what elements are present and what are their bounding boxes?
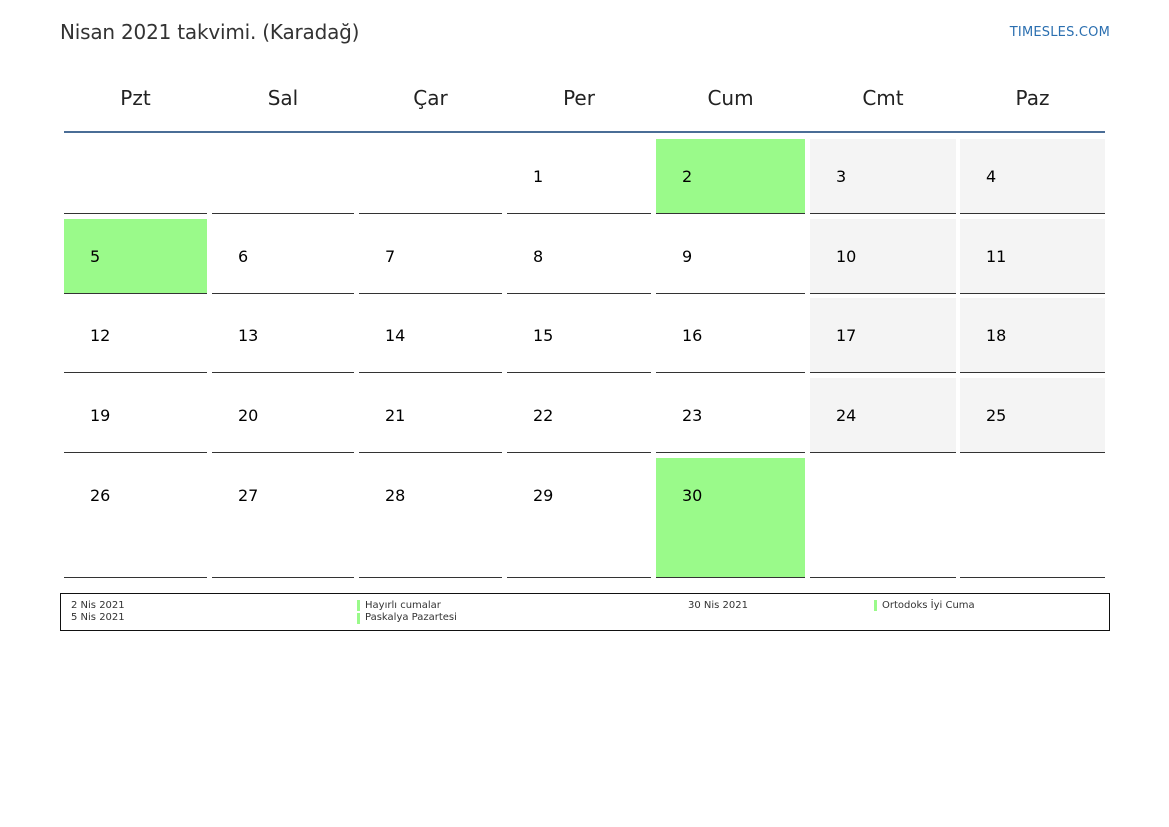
legend-holiday-name: Paskalya Pazartesi bbox=[365, 612, 457, 623]
calendar-day-cell[interactable]: 14 bbox=[359, 298, 502, 373]
calendar-day-cell[interactable]: 8 bbox=[507, 219, 651, 294]
calendar-day-cell[interactable]: 24 bbox=[810, 378, 956, 453]
day-number: 30 bbox=[682, 486, 703, 505]
calendar-day-cell[interactable]: 9 bbox=[656, 219, 805, 294]
day-number: 26 bbox=[90, 486, 111, 505]
calendar-day-cell[interactable]: 15 bbox=[507, 298, 651, 373]
day-number: 8 bbox=[533, 247, 544, 266]
weekday-label: Cum bbox=[707, 86, 754, 110]
calendar-empty-cell bbox=[810, 458, 956, 578]
calendar-day-cell[interactable]: 5 bbox=[64, 219, 207, 294]
weekday-label: Per bbox=[563, 86, 595, 110]
day-number: 10 bbox=[836, 247, 857, 266]
legend-color-marker bbox=[357, 613, 360, 624]
day-number: 1 bbox=[533, 167, 544, 186]
legend-date: 30 Nis 2021 bbox=[688, 600, 748, 611]
calendar-day-cell[interactable]: 29 bbox=[507, 458, 651, 578]
calendar-day-cell[interactable]: 16 bbox=[656, 298, 805, 373]
legend-holiday-name: Ortodoks İyi Cuma bbox=[882, 600, 975, 611]
day-number: 27 bbox=[238, 486, 259, 505]
calendar-day-cell[interactable]: 26 bbox=[64, 458, 207, 578]
calendar-day-cell[interactable]: 7 bbox=[359, 219, 502, 294]
legend-color-marker bbox=[874, 600, 877, 611]
calendar-empty-cell bbox=[212, 139, 354, 214]
day-number: 11 bbox=[986, 247, 1007, 266]
weekday-label: Sal bbox=[267, 86, 299, 110]
calendar-day-cell[interactable]: 3 bbox=[810, 139, 956, 214]
day-number: 9 bbox=[682, 247, 693, 266]
day-number: 2 bbox=[682, 167, 693, 186]
calendar-day-cell[interactable]: 13 bbox=[212, 298, 354, 373]
day-number: 7 bbox=[385, 247, 396, 266]
day-number: 3 bbox=[836, 167, 847, 186]
calendar-day-cell[interactable]: 28 bbox=[359, 458, 502, 578]
page-title: Nisan 2021 takvimi. (Karadağ) bbox=[60, 20, 360, 44]
site-link[interactable]: TIMESLES.COM bbox=[1009, 25, 1110, 40]
day-number: 14 bbox=[385, 326, 406, 345]
calendar-day-cell[interactable]: 30 bbox=[656, 458, 805, 578]
calendar-day-cell[interactable]: 21 bbox=[359, 378, 502, 453]
day-number: 23 bbox=[682, 406, 703, 425]
weekday-label: Pzt bbox=[120, 86, 151, 110]
calendar-day-cell[interactable]: 18 bbox=[960, 298, 1105, 373]
weekday-header: Pzt Sal Çar Per Cum Cmt Paz bbox=[64, 86, 1105, 110]
weekday-label: Cmt bbox=[862, 86, 904, 110]
legend-color-marker bbox=[357, 600, 360, 611]
calendar-day-cell[interactable]: 19 bbox=[64, 378, 207, 453]
calendar-day-cell[interactable]: 22 bbox=[507, 378, 651, 453]
header-divider bbox=[64, 131, 1105, 133]
calendar-day-cell[interactable]: 1 bbox=[507, 139, 651, 214]
calendar-day-cell[interactable]: 10 bbox=[810, 219, 956, 294]
calendar-empty-cell bbox=[64, 139, 207, 214]
day-number: 17 bbox=[836, 326, 857, 345]
legend-date: 5 Nis 2021 bbox=[71, 612, 125, 623]
calendar-day-cell[interactable]: 27 bbox=[212, 458, 354, 578]
weekday-label: Çar bbox=[413, 86, 448, 110]
calendar-empty-cell bbox=[359, 139, 502, 214]
calendar-day-cell[interactable]: 4 bbox=[960, 139, 1105, 214]
legend-date: 2 Nis 2021 bbox=[71, 600, 125, 611]
calendar-day-cell[interactable]: 20 bbox=[212, 378, 354, 453]
day-number: 6 bbox=[238, 247, 249, 266]
day-number: 21 bbox=[385, 406, 406, 425]
calendar-day-cell[interactable]: 2 bbox=[656, 139, 805, 214]
day-number: 28 bbox=[385, 486, 406, 505]
calendar-day-cell[interactable]: 25 bbox=[960, 378, 1105, 453]
day-number: 16 bbox=[682, 326, 703, 345]
day-number: 4 bbox=[986, 167, 997, 186]
day-number: 22 bbox=[533, 406, 554, 425]
day-number: 29 bbox=[533, 486, 554, 505]
calendar-day-cell[interactable]: 23 bbox=[656, 378, 805, 453]
day-number: 13 bbox=[238, 326, 259, 345]
holiday-legend: 2 Nis 2021 5 Nis 2021 Hayırlı cumalar Pa… bbox=[60, 593, 1110, 631]
day-number: 5 bbox=[90, 247, 101, 266]
calendar-day-cell[interactable]: 12 bbox=[64, 298, 207, 373]
calendar-day-cell[interactable]: 6 bbox=[212, 219, 354, 294]
day-number: 24 bbox=[836, 406, 857, 425]
day-number: 15 bbox=[533, 326, 554, 345]
day-number: 20 bbox=[238, 406, 259, 425]
weekday-label: Paz bbox=[1015, 86, 1050, 110]
day-number: 18 bbox=[986, 326, 1007, 345]
calendar-day-cell[interactable]: 17 bbox=[810, 298, 956, 373]
calendar-day-cell[interactable]: 11 bbox=[960, 219, 1105, 294]
day-number: 25 bbox=[986, 406, 1007, 425]
legend-holiday-name: Hayırlı cumalar bbox=[365, 600, 441, 611]
calendar-empty-cell bbox=[960, 458, 1105, 578]
day-number: 19 bbox=[90, 406, 111, 425]
day-number: 12 bbox=[90, 326, 111, 345]
